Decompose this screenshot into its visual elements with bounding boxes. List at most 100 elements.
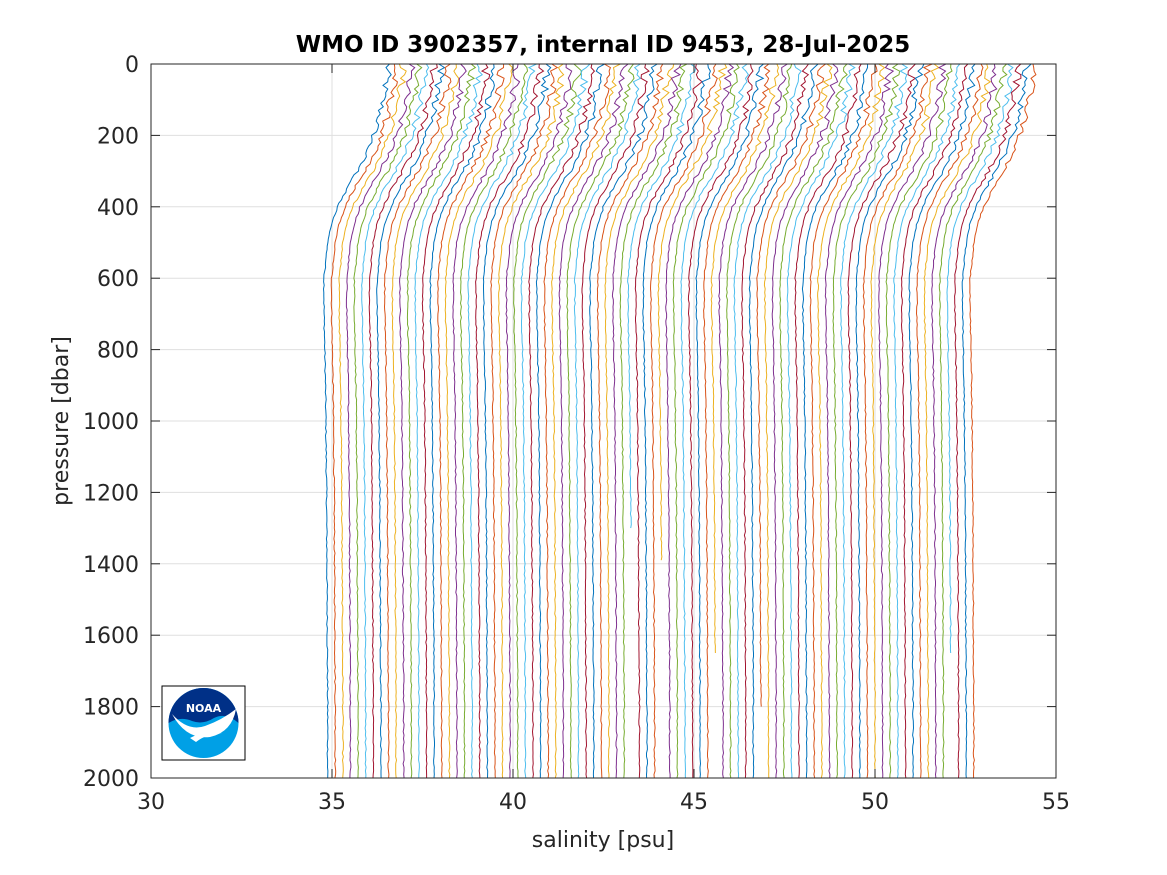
salinity-profile — [361, 63, 430, 779]
salinity-profile — [596, 63, 665, 779]
salinity-profile — [376, 63, 446, 779]
logo-wave — [172, 709, 236, 738]
salinity-profile — [383, 63, 452, 779]
profile-lines — [322, 63, 1037, 779]
salinity-profile — [847, 63, 917, 779]
salinity-profile — [642, 63, 711, 779]
salinity-profile — [900, 63, 969, 779]
x-tick-label: 35 — [318, 790, 346, 815]
salinity-profile — [817, 63, 886, 779]
salinity-profile — [535, 63, 605, 779]
salinity-profile — [551, 63, 621, 779]
salinity-profile — [687, 63, 754, 778]
salinity-profile — [938, 63, 1008, 779]
salinity-profile — [421, 63, 491, 778]
salinity-profile — [801, 63, 869, 779]
salinity-profile — [520, 63, 591, 779]
salinity-profile — [718, 63, 788, 779]
x-tick-label: 50 — [861, 790, 889, 815]
y-tick-label: 1800 — [83, 696, 139, 721]
salinity-profile — [771, 63, 839, 779]
salinity-profile — [931, 63, 998, 779]
salinity-profile — [878, 63, 947, 779]
salinity-profile — [862, 63, 933, 779]
salinity-profile — [961, 63, 1032, 779]
salinity-profile — [322, 63, 392, 779]
salinity-profile — [414, 63, 484, 778]
x-tick-labels: 30 35 40 45 50 55 — [137, 790, 1070, 815]
x-tick-label: 40 — [499, 790, 527, 815]
salinity-profile — [573, 63, 642, 779]
salinity-profile — [672, 63, 740, 779]
salinity-profile — [832, 63, 901, 779]
salinity-profile — [513, 63, 583, 779]
salinity-profile — [953, 63, 1022, 779]
salinity-profile — [467, 63, 537, 779]
salinity-profile — [885, 63, 953, 779]
y-tick-label: 200 — [97, 124, 139, 149]
salinity-profile — [406, 63, 477, 779]
salinity-profile — [391, 63, 460, 779]
salinity-profile — [969, 63, 1037, 779]
tick-marks — [150, 63, 1057, 779]
salinity-profile — [627, 63, 697, 529]
salinity-profile — [725, 63, 793, 779]
y-tick-labels: 0 200 400 600 800 1000 1200 1400 1600 1800 2000 — [83, 53, 139, 792]
salinity-profile — [459, 63, 529, 778]
salinity-profile — [870, 63, 940, 779]
salinity-profile — [809, 63, 878, 779]
salinity-profile — [946, 63, 1014, 654]
noaa-logo: NOAA — [161, 685, 246, 761]
salinity-profile — [855, 63, 925, 779]
salinity-profile — [649, 63, 718, 779]
salinity-profile — [444, 63, 514, 779]
salinity-profile — [604, 63, 675, 779]
chart-title: WMO ID 3902357, internal ID 9453, 28-Jul… — [296, 32, 911, 58]
salinity-profile — [824, 63, 895, 779]
salinity-profile — [710, 63, 780, 654]
salinity-profile — [756, 63, 826, 707]
y-tick-label: 1000 — [83, 410, 139, 435]
salinity-profile — [475, 63, 545, 779]
salinity-profile — [505, 63, 573, 779]
salinity-profile — [353, 63, 423, 779]
salinity-profile — [482, 63, 552, 779]
y-tick-label: 1400 — [83, 553, 139, 578]
salinity-profile — [893, 63, 961, 779]
salinity-profile — [741, 63, 810, 779]
salinity-profile — [581, 63, 650, 779]
salinity-profile — [611, 63, 682, 779]
salinity-profile — [680, 63, 750, 779]
salinity-profile — [528, 63, 596, 779]
salinity-profile — [839, 63, 909, 779]
salinity-profile — [589, 63, 658, 779]
salinity-profile — [733, 63, 802, 779]
salinity-profile — [763, 63, 833, 779]
salinity-profile — [748, 63, 819, 779]
salinity-profile — [779, 63, 848, 779]
salinity-profile — [429, 63, 495, 779]
grid-lines — [150, 63, 1057, 779]
salinity-profile — [437, 63, 505, 779]
salinity-profile — [794, 63, 862, 779]
y-tick-label: 600 — [97, 267, 139, 292]
salinity-profile — [452, 63, 521, 779]
y-tick-label: 1600 — [83, 624, 139, 649]
y-tick-label: 800 — [97, 339, 139, 364]
salinity-profile — [657, 63, 728, 561]
y-tick-label: 2000 — [83, 767, 139, 792]
salinity-profile — [338, 63, 407, 779]
logo-circle-top — [168, 688, 239, 723]
salinity-profile — [665, 63, 735, 778]
y-tick-label: 0 — [125, 53, 139, 78]
x-axis-label: salinity [psu] — [532, 828, 674, 853]
salinity-profile — [543, 63, 612, 779]
y-tick-label: 400 — [97, 196, 139, 221]
salinity-profile — [908, 63, 976, 779]
y-tick-label: 1200 — [83, 481, 139, 506]
y-axis-label: pressure [dbar] — [49, 336, 74, 506]
logo-gull — [190, 732, 222, 742]
x-tick-label: 45 — [680, 790, 708, 815]
salinity-profile — [497, 63, 565, 779]
salinity-profile — [566, 63, 635, 779]
